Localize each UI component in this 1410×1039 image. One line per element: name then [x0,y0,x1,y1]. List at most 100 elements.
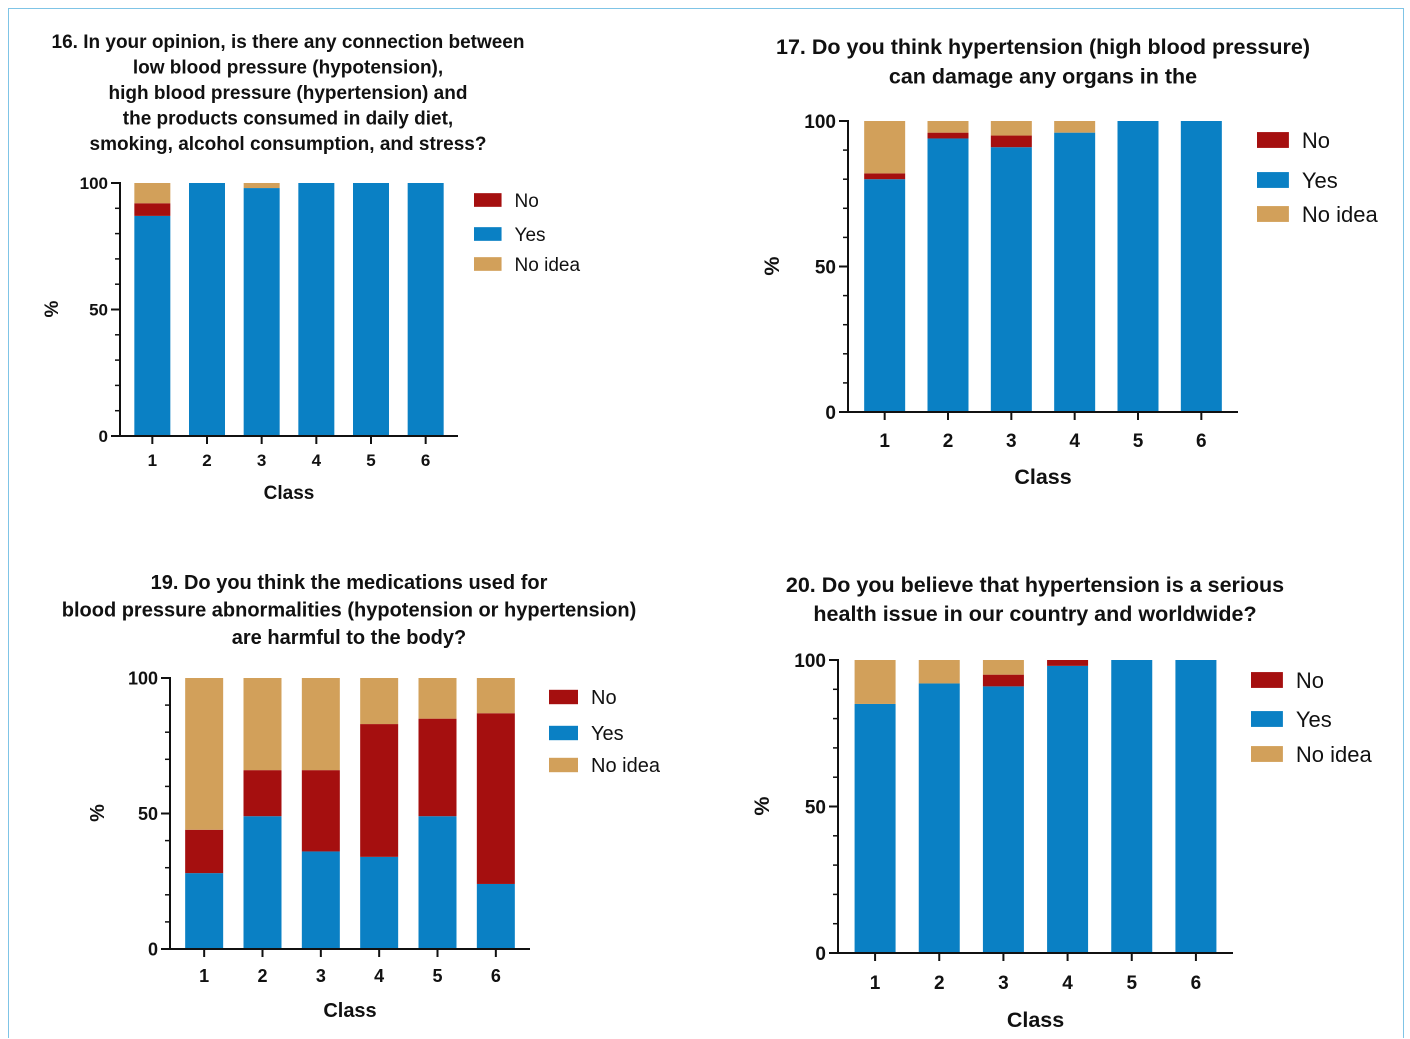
legend-swatch-no-idea [549,757,578,773]
bar-segment-yes-class-2 [189,183,225,436]
legend-label: Yes [1302,168,1338,193]
y-tick-label: 50 [805,797,826,818]
bar-segment-yes-class-5 [1117,121,1159,412]
bar-segment-no-idea-class-2 [243,678,282,771]
bar-segment-yes-class-3 [243,188,280,436]
legend-swatch-yes [549,725,578,741]
bar-segment-yes-class-6 [407,183,444,436]
bar-segment-yes-class-3 [982,686,1024,953]
figure-frame [8,8,1404,1038]
x-tick-label: 1 [879,431,890,452]
bars [864,121,1222,412]
bar-segment-no-class-3 [982,674,1024,687]
x-tick-label: 3 [257,451,266,470]
bar-segment-no-idea-class-3 [982,660,1024,675]
bar-segment-yes-class-1 [854,703,896,953]
bar-segment-yes-class-6 [1175,660,1217,953]
bar-segment-no-class-4 [360,724,399,857]
chart-title: 17. Do you think hypertension (high bloo… [776,35,1310,89]
y-axis-label: % [750,796,774,815]
legend-swatch-yes [1251,711,1283,727]
bar-segment-no-class-5 [418,718,457,817]
y-axis-label: % [760,256,784,275]
bar-segment-yes-class-3 [990,147,1032,412]
bar-segment-yes-class-5 [418,816,457,949]
bar-segment-no-idea-class-1 [134,183,171,204]
bar-segment-yes-class-3 [301,851,340,949]
y-tick-label: 0 [815,944,826,965]
chart-title: 19. Do you think the medications used fo… [62,572,637,649]
x-tick-label: 6 [1196,431,1207,452]
y-tick-label: 100 [128,668,158,688]
legend-swatch-no-idea [1251,746,1283,762]
bar-segment-yes-class-1 [134,215,171,436]
x-tick-label: 3 [998,973,1009,994]
bar-segment-no-idea-class-3 [243,183,280,189]
bar-segment-no-idea-class-1 [864,121,906,174]
bar-segment-yes-class-2 [918,683,960,953]
x-tick-label: 1 [870,973,881,994]
y-tick-label: 100 [794,651,826,672]
bar-segment-yes-class-1 [185,873,224,949]
bar-segment-yes-class-5 [1111,660,1153,953]
chart-1: 16. In your opinion, is there any connec… [42,32,580,504]
legend-swatch-no [549,689,578,705]
x-tick-label: 5 [1126,973,1137,994]
y-tick-label: 50 [89,301,108,320]
bar-segment-no-class-3 [301,770,340,852]
bar-segment-no-idea-class-2 [927,121,969,133]
x-axis-label: Class [1007,1008,1064,1032]
legend-label: Yes [515,225,546,246]
legend: No Yes No idea [549,687,661,777]
chart-title: 20. Do you believe that hypertension is … [786,573,1284,626]
bar-segment-no-idea-class-3 [301,678,340,771]
bar-segment-no-idea-class-4 [360,678,399,725]
x-tick-label: 4 [1062,973,1073,994]
legend-label: No idea [591,755,661,777]
x-tick-label: 3 [316,966,326,986]
x-axis-label: Class [264,483,315,504]
bar-segment-yes-class-4 [360,856,399,949]
bars [854,660,1217,953]
bar-segment-no-class-6 [476,713,515,884]
x-tick-label: 4 [1069,431,1080,452]
bar-segment-no-class-1 [864,173,906,180]
x-tick-label: 2 [202,451,211,470]
y-tick-label: 100 [804,112,836,133]
chart-2: 17. Do you think hypertension (high bloo… [760,35,1378,489]
legend-swatch-no-idea [474,257,502,271]
legend-swatch-no [1257,132,1289,148]
y-tick-label: 50 [138,804,158,824]
bar-segment-yes-class-5 [353,183,389,436]
x-tick-label: 5 [432,966,442,986]
x-tick-label: 2 [934,973,945,994]
bar-segment-no-idea-class-5 [418,678,457,719]
x-tick-label: 5 [366,451,375,470]
bar-segment-yes-class-1 [864,179,906,412]
legend-swatch-no [474,193,502,207]
legend-label: No [1302,128,1330,153]
x-axis-label: Class [323,1000,376,1022]
bar-segment-no-idea-class-1 [854,660,896,704]
legend-label: Yes [1296,707,1332,732]
legend: No Yes No idea [1251,668,1372,767]
y-tick-label: 0 [825,403,836,424]
bar-segment-no-class-2 [927,132,969,139]
y-tick-label: 50 [815,257,836,278]
legend-swatch-no [1251,672,1283,688]
bar-segment-yes-class-2 [243,816,282,949]
bar-segment-yes-class-2 [927,138,969,412]
bar-segment-yes-class-6 [476,883,515,949]
y-tick-label: 100 [80,174,108,193]
x-tick-label: 4 [312,451,322,470]
bar-segment-no-class-4 [1047,660,1089,666]
legend-swatch-yes [1257,172,1289,188]
x-tick-label: 2 [257,966,267,986]
legend-label: No idea [1296,742,1373,767]
bar-segment-no-idea-class-6 [476,678,515,714]
legend-label: No [515,191,539,212]
x-tick-label: 6 [491,966,501,986]
x-tick-label: 1 [148,451,157,470]
bar-segment-yes-class-4 [1054,132,1096,412]
